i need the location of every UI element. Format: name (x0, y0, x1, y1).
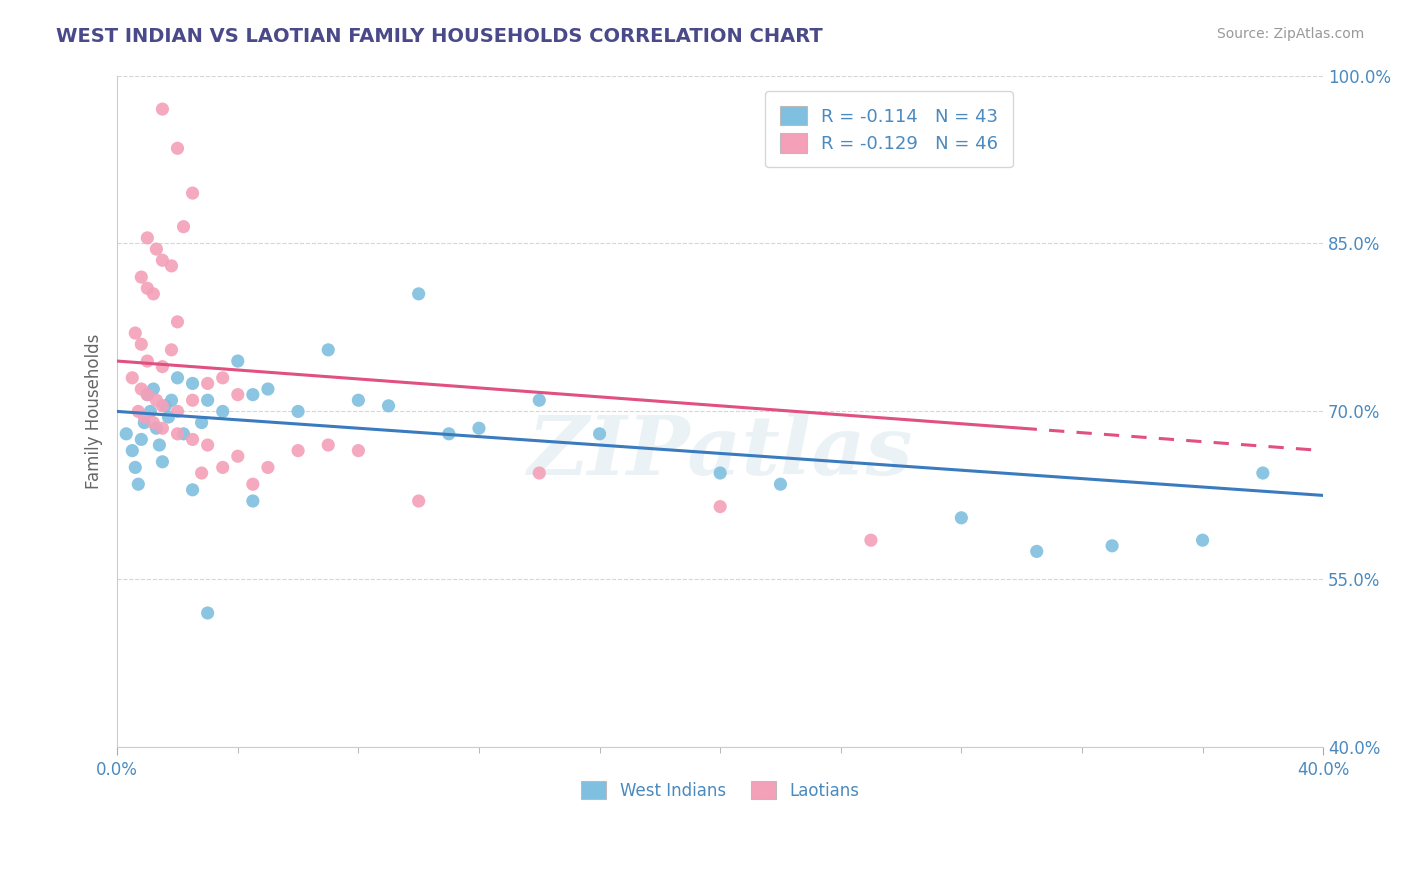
Point (211, 371, 233, 385)
Legend: West Indians, Laotians: West Indians, Laotians (568, 768, 872, 813)
Point (181, 376, 204, 391)
Point (377, 399, 399, 413)
Point (211, 404, 233, 418)
Point (859, 533, 882, 548)
Point (136, 281, 159, 295)
Point (152, 455, 174, 469)
Point (197, 606, 219, 620)
Point (347, 393, 370, 408)
Point (211, 460, 233, 475)
Point (160, 393, 183, 408)
Point (152, 102, 174, 116)
Point (145, 393, 167, 408)
Point (152, 399, 174, 413)
Point (115, 426, 138, 441)
Point (181, 393, 204, 408)
Point (131, 270, 153, 285)
Point (709, 466, 731, 480)
Point (226, 449, 249, 463)
Point (529, 466, 551, 480)
Point (145, 242, 167, 256)
Point (408, 286, 430, 301)
Point (1101, 539, 1123, 553)
Point (166, 371, 188, 385)
Point (160, 259, 183, 273)
Point (950, 510, 973, 524)
Point (316, 438, 339, 452)
Point (148, 438, 170, 452)
Point (124, 326, 146, 340)
Y-axis label: Family Households: Family Households (86, 334, 103, 489)
Point (131, 433, 153, 447)
Point (136, 354, 159, 368)
Point (134, 410, 156, 425)
Point (173, 426, 195, 441)
Point (257, 460, 280, 475)
Point (190, 466, 212, 480)
Point (136, 231, 159, 245)
Point (242, 387, 264, 401)
Point (181, 186, 204, 200)
Point (121, 371, 143, 385)
Point (139, 404, 162, 418)
Point (197, 438, 219, 452)
Point (347, 443, 370, 458)
Point (124, 460, 146, 475)
Point (242, 477, 264, 491)
Point (134, 416, 156, 430)
Point (166, 315, 188, 329)
Point (136, 387, 159, 401)
Point (287, 443, 309, 458)
Text: Source: ZipAtlas.com: Source: ZipAtlas.com (1216, 27, 1364, 41)
Point (1251, 466, 1274, 480)
Point (131, 382, 153, 396)
Point (166, 404, 188, 418)
Point (166, 426, 188, 441)
Point (257, 382, 280, 396)
Point (145, 421, 167, 435)
Point (152, 253, 174, 268)
Text: WEST INDIAN VS LAOTIAN FAMILY HOUSEHOLDS CORRELATION CHART: WEST INDIAN VS LAOTIAN FAMILY HOUSEHOLDS… (56, 27, 823, 45)
Point (197, 376, 219, 391)
Point (181, 433, 204, 447)
Point (1191, 533, 1213, 548)
Point (142, 382, 165, 396)
Point (529, 393, 551, 408)
Point (142, 416, 165, 430)
Point (127, 477, 149, 491)
Point (152, 421, 174, 435)
Point (316, 343, 339, 357)
Point (226, 354, 249, 368)
Point (173, 219, 195, 234)
Point (127, 404, 149, 418)
Point (121, 443, 143, 458)
Point (190, 416, 212, 430)
Point (157, 410, 180, 425)
Point (226, 387, 249, 401)
Point (131, 337, 153, 351)
Point (166, 141, 188, 155)
Point (709, 500, 731, 514)
Point (136, 387, 159, 401)
Point (588, 426, 610, 441)
Point (437, 426, 460, 441)
Text: ZIPatlas: ZIPatlas (527, 412, 912, 491)
Point (142, 286, 165, 301)
Point (160, 343, 183, 357)
Point (242, 494, 264, 508)
Point (152, 359, 174, 374)
Point (468, 421, 491, 435)
Point (287, 404, 309, 418)
Point (155, 399, 177, 413)
Point (408, 494, 430, 508)
Point (1025, 544, 1047, 558)
Point (769, 477, 792, 491)
Point (197, 393, 219, 408)
Point (181, 483, 204, 497)
